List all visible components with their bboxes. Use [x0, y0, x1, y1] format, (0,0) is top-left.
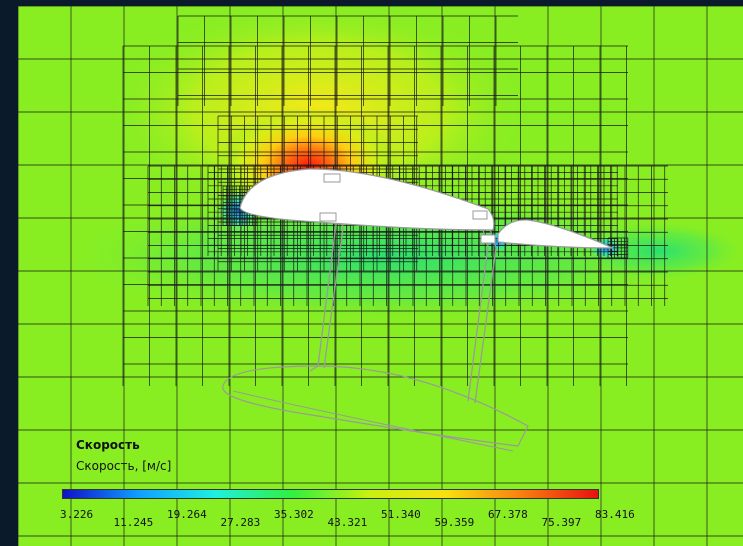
colorbar-tick-label: 27.283 — [220, 516, 261, 529]
colorbar-tick-label: 67.378 — [488, 508, 528, 521]
colorbar-tick-label: 83.416 — [595, 508, 635, 521]
colorbar-tick-label: 59.359 — [434, 516, 475, 529]
colorbar-tick-label: 3.226 — [60, 508, 94, 521]
flap-airfoil — [497, 219, 614, 249]
cfd-viewport[interactable]: Скорость Скорость, [м/с] 3.226 11.245 19.2… — [18, 6, 743, 546]
main-airfoil — [239, 168, 495, 231]
ground-plate-edge — [232, 390, 514, 452]
ground-plate-outline — [222, 365, 529, 447]
legend-subtitle: Скорость, [м/с] — [76, 459, 172, 473]
colorbar-tick-label: 75.397 — [541, 516, 582, 529]
colorbar-tick-label: 35.302 — [274, 508, 314, 521]
velocity-contour-plot — [18, 6, 743, 546]
colorbar-tick-label: 51.340 — [381, 508, 421, 521]
velocity-colorbar — [62, 489, 599, 499]
colorbar-tick-label: 43.321 — [327, 516, 368, 529]
colorbar-tick-label: 19.264 — [167, 508, 207, 521]
legend-title: Скорость — [76, 438, 140, 452]
colorbar-tick-label: 11.245 — [113, 516, 154, 529]
strut-clamps — [319, 173, 496, 244]
